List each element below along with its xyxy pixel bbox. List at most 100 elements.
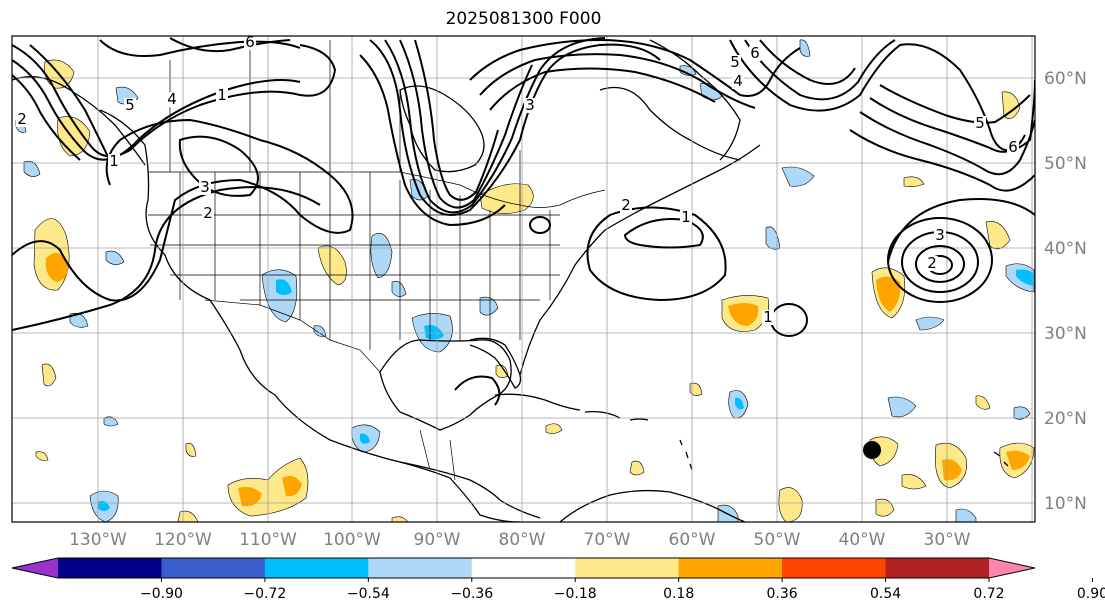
shading-blob-blue <box>276 279 292 295</box>
colorbar-swatch <box>678 558 783 578</box>
shading-blob-yellow <box>35 451 49 461</box>
colorbar-swatch <box>58 558 162 578</box>
contour-label-bg <box>16 112 28 127</box>
coastline-east <box>519 144 761 376</box>
latitude-label: 20°N <box>1044 409 1087 429</box>
contour-label: 3 <box>935 226 945 244</box>
map-plot-area <box>12 36 1035 522</box>
longitude-label: 130°W <box>69 530 127 550</box>
latitude-label: 10°N <box>1044 494 1087 514</box>
coastline-west <box>99 109 541 519</box>
contour-line <box>744 39 896 101</box>
anomaly-shading <box>15 39 1035 522</box>
shading-blob-lightblue <box>479 296 499 316</box>
longitude-label: 40°W <box>839 530 886 550</box>
contour-line <box>454 375 501 406</box>
shading-blob-blue <box>1016 269 1034 286</box>
contour-label-bg <box>124 98 136 113</box>
contour-label-bg <box>216 88 228 103</box>
boundary-states <box>148 172 560 350</box>
colorbar-tick-label: −0.90 <box>140 586 183 602</box>
shading-blob-yellow <box>901 474 927 490</box>
colorbar-swatch <box>264 558 369 578</box>
contour-line <box>586 206 727 302</box>
boundary-central-america <box>419 429 456 481</box>
longitude-labels: 130°W 120°W 110°W 100°W 90°W 80°W 70°W 60°W 50°W… <box>69 530 971 550</box>
contour-label-bg <box>749 46 761 61</box>
contour-label-bg <box>762 310 774 325</box>
coastline-cuba <box>494 393 581 411</box>
contour-line <box>12 186 321 331</box>
longitude-label: 120°W <box>154 530 212 550</box>
shading-blob-lightblue <box>313 325 327 337</box>
coastline-labrador <box>599 86 741 161</box>
contour-label-bg <box>108 154 120 169</box>
latitude-labels: 60°N 50°N 40°N 30°N 20°N 10°N <box>1044 69 1087 514</box>
colorbar-outline <box>11 557 1036 579</box>
contour-line <box>369 39 661 216</box>
coastline-puerto-rico <box>629 418 649 421</box>
latitude-label: 50°N <box>1044 154 1087 174</box>
contour-label-bg <box>166 92 178 107</box>
shading-blob-lightblue <box>391 280 407 297</box>
colorbar-swatch <box>885 558 990 578</box>
shading-blob-lightblue <box>103 416 119 427</box>
shading-blob-blue <box>360 433 370 444</box>
shading-blob-lightblue <box>915 316 945 331</box>
contour-label-bg <box>729 55 741 70</box>
contour-label-bg <box>926 256 938 271</box>
shading-blob-lightblue <box>105 250 125 265</box>
latitude-label: 40°N <box>1044 239 1087 259</box>
colorbar-tick-label: 0.18 <box>663 586 694 602</box>
contour-label: 4 <box>733 72 743 90</box>
shading-blob-lightblue <box>23 160 41 177</box>
latitude-label: 30°N <box>1044 324 1087 344</box>
contour-line <box>879 84 1031 124</box>
contour-label: 1 <box>681 208 691 226</box>
shading-blob-blue <box>424 325 444 340</box>
shading-blob-yellow <box>1001 91 1021 119</box>
contour-label: 2 <box>927 254 937 272</box>
contour-label: 3 <box>525 96 535 114</box>
map-title: 2025081300 F000 <box>445 9 602 29</box>
shading-blob-lightblue <box>799 39 811 57</box>
colorbar: −0.90 −0.72 −0.54 −0.36 −0.18 0.18 0.36 0.54 0.7… <box>11 557 1105 602</box>
contour-line <box>169 37 291 53</box>
shading-blob-blue <box>735 397 744 410</box>
contour-lines <box>12 37 1035 406</box>
shading-blob-yellow <box>629 460 645 476</box>
contour-line <box>489 67 716 111</box>
contour-label-bg <box>199 180 211 195</box>
coastline-hispaniola <box>584 410 621 419</box>
contour-line <box>479 53 756 109</box>
contour-line <box>29 44 113 166</box>
contour-label: 5 <box>125 96 135 114</box>
contour-label-bg <box>244 36 256 50</box>
colorbar-tick-label: −0.36 <box>450 586 493 602</box>
contour-label-bg <box>974 116 986 131</box>
contour-label: 6 <box>245 33 255 51</box>
boundary-us-mexico <box>204 299 381 373</box>
colorbar-tick-label: −0.54 <box>347 586 390 602</box>
map-frame <box>11 35 1036 523</box>
shading-blob-yellow <box>778 487 803 522</box>
colorbar-swatch <box>368 558 473 578</box>
shading-blob-orange <box>45 252 69 282</box>
shading-blob-lightblue <box>887 396 917 418</box>
shading-blob-orange <box>876 276 901 312</box>
contour-label-bg <box>1007 140 1019 155</box>
contour-line <box>915 245 965 283</box>
colorbar-swatch <box>575 558 680 578</box>
longitude-label: 100°W <box>323 530 381 550</box>
contour-line <box>384 37 606 214</box>
longitude-label: 50°W <box>754 530 801 550</box>
colorbar-tick-label: −0.18 <box>554 586 597 602</box>
colorbar-tick-label: 0.36 <box>767 586 798 602</box>
coastline-greenland <box>649 39 741 161</box>
contour-label-bg <box>524 98 536 113</box>
contour-line <box>469 38 801 97</box>
shading-blob-orange <box>1006 450 1030 470</box>
shading-blob-orange <box>238 486 262 507</box>
coastline-south-america <box>559 489 746 522</box>
shading-blob-orange <box>728 303 759 326</box>
